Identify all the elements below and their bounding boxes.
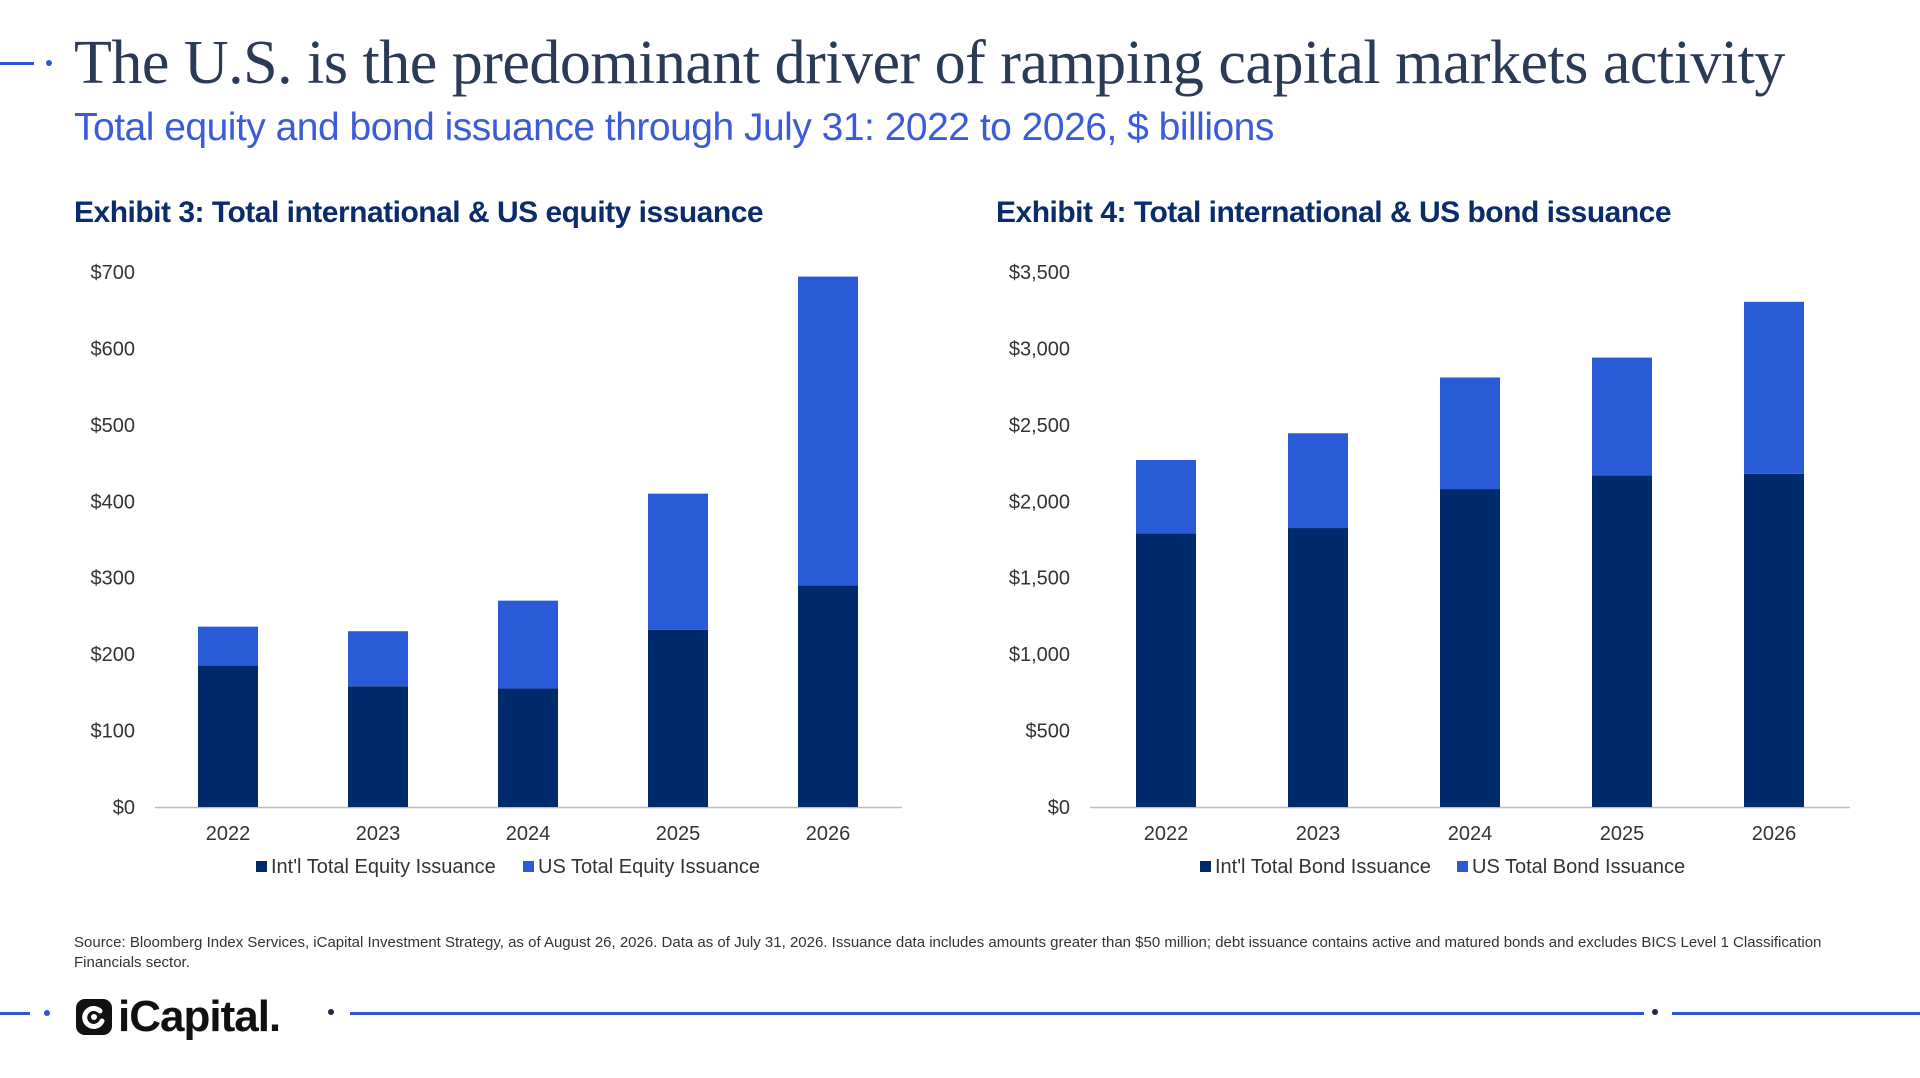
x-tick-label: 2023 <box>1296 823 1341 845</box>
bar-us-2025 <box>648 493 708 630</box>
y-tick-label: $3,000 <box>1009 338 1070 360</box>
x-tick-label: 2025 <box>656 823 701 845</box>
legend-swatch <box>1200 861 1211 872</box>
footer-dot-left <box>328 1009 334 1015</box>
page-subtitle: Total equity and bond issuance through J… <box>74 106 1274 149</box>
legend-swatch <box>523 861 534 872</box>
x-tick-label: 2023 <box>356 823 401 845</box>
x-tick-label: 2025 <box>1600 823 1645 845</box>
y-tick-label: $500 <box>1026 721 1071 743</box>
equity-issuance-chart: $0 $100 $200 $300 $400 $500 $600 $700 2022 2023 20… <box>91 262 902 878</box>
bar-us-2023 <box>348 631 408 687</box>
bond-issuance-chart: $0 $500 $1,000 $1,500 $2,000 $2,500 $3,000 $3,5… <box>1009 262 1850 878</box>
y-tick-label: $0 <box>1048 797 1070 819</box>
y-tick-label: $300 <box>91 568 136 590</box>
y-tick-label: $2,000 <box>1009 491 1070 513</box>
bar-intl-2026 <box>1744 473 1804 807</box>
y-tick-label: $500 <box>91 415 136 437</box>
y-tick-label: $200 <box>91 644 136 666</box>
bar-intl-2025 <box>1592 475 1652 807</box>
header-accent-dot <box>46 60 52 66</box>
y-tick-label: $400 <box>91 491 136 513</box>
x-tick-label: 2022 <box>1144 823 1189 845</box>
y-tick-label: $1,500 <box>1009 568 1070 590</box>
footer-rule <box>350 1012 1644 1015</box>
legend-swatch <box>1457 861 1468 872</box>
exhibit-4-title: Exhibit 4: Total international & US bond… <box>996 196 1672 229</box>
y-tick-label: $600 <box>91 338 136 360</box>
x-tick-label: 2026 <box>1752 823 1797 845</box>
bar-intl-2023 <box>1288 528 1348 807</box>
bar-intl-2022 <box>198 665 258 807</box>
footer-dot-right <box>1652 1009 1658 1015</box>
bar-intl-2024 <box>498 688 558 807</box>
bar-intl-2026 <box>798 585 858 807</box>
footer-accent-dot <box>44 1010 50 1016</box>
legend-label: Int'l Total Bond Issuance <box>1215 856 1431 878</box>
y-tick-label: $700 <box>91 262 136 284</box>
y-tick-label: $1,000 <box>1009 644 1070 666</box>
x-tick-label: 2024 <box>506 823 551 845</box>
bar-us-2022 <box>1136 460 1196 534</box>
bar-intl-2024 <box>1440 489 1500 807</box>
bar-us-2025 <box>1592 357 1652 476</box>
logo-text: iCapital. <box>118 992 281 1041</box>
bar-intl-2023 <box>348 686 408 807</box>
header-accent-dash <box>0 62 34 65</box>
bar-us-2023 <box>1288 433 1348 529</box>
y-tick-label: $2,500 <box>1009 415 1070 437</box>
x-tick-label: 2022 <box>206 823 251 845</box>
footer-accent-dash <box>0 1012 30 1015</box>
y-tick-label: $0 <box>113 797 135 819</box>
source-note: Source: Bloomberg Index Services, iCapit… <box>74 934 1822 971</box>
legend-label: US Total Bond Issuance <box>1472 856 1685 878</box>
logo-mark-icon <box>76 999 112 1035</box>
page-title: The U.S. is the predominant driver of ra… <box>74 29 1785 97</box>
x-tick-label: 2026 <box>806 823 851 845</box>
legend-swatch <box>256 861 267 872</box>
bar-us-2026 <box>1744 301 1804 474</box>
bar-intl-2025 <box>648 629 708 807</box>
bar-us-2026 <box>798 276 858 586</box>
legend-label: US Total Equity Issuance <box>538 856 760 878</box>
bar-intl-2022 <box>1136 533 1196 807</box>
exhibit-3-title: Exhibit 3: Total international & US equi… <box>74 196 764 229</box>
bar-us-2024 <box>498 600 558 689</box>
x-tick-label: 2024 <box>1448 823 1493 845</box>
footer-rule-right <box>1672 1012 1920 1015</box>
legend-label: Int'l Total Equity Issuance <box>271 856 496 878</box>
bar-us-2022 <box>198 626 258 666</box>
bar-us-2024 <box>1440 377 1500 490</box>
icapital-logo[interactable]: iCapital. <box>76 992 281 1042</box>
y-tick-label: $3,500 <box>1009 262 1070 284</box>
y-tick-label: $100 <box>91 721 136 743</box>
